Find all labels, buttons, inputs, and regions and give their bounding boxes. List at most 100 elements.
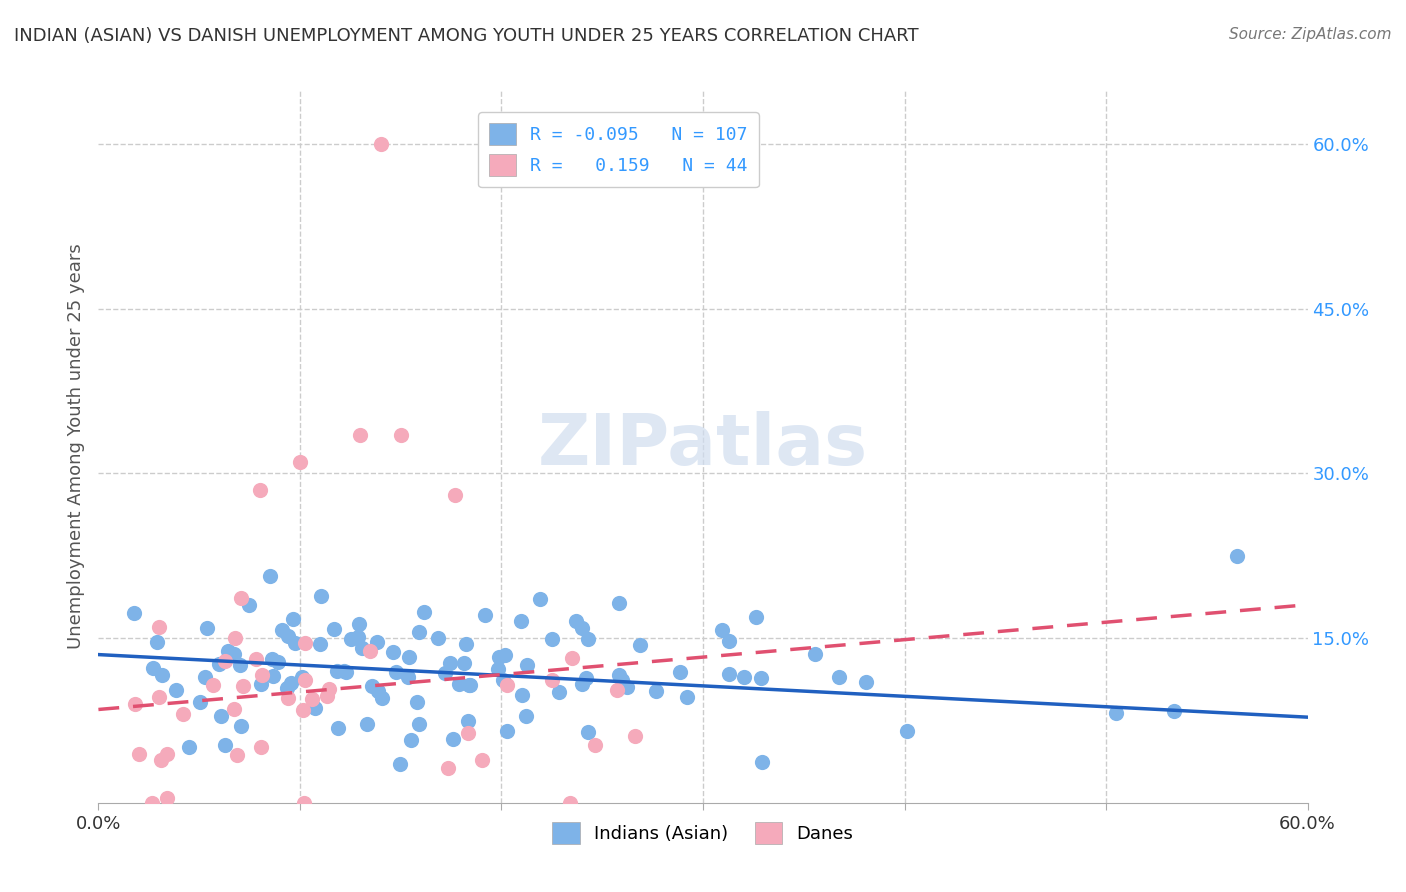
Point	[541, 673, 564, 687]
Point	[361, 679, 384, 693]
Point	[271, 623, 294, 637]
Point	[644, 683, 666, 698]
Point	[292, 703, 315, 717]
Point	[347, 616, 370, 631]
Text: ZIPatlas: ZIPatlas	[538, 411, 868, 481]
Point	[333, 664, 356, 678]
Point	[292, 796, 315, 810]
Point	[370, 137, 392, 152]
Point	[388, 757, 411, 772]
Point	[676, 690, 699, 704]
Point	[495, 723, 517, 738]
Point	[509, 614, 531, 628]
Point	[322, 622, 344, 636]
Point	[347, 631, 370, 645]
Point	[457, 714, 479, 728]
Point	[260, 652, 283, 666]
Point	[367, 683, 389, 698]
Point	[458, 678, 481, 692]
Point	[172, 706, 194, 721]
Point	[571, 677, 593, 691]
Point	[717, 634, 740, 648]
Point	[1226, 549, 1249, 563]
Point	[165, 683, 187, 698]
Point	[252, 667, 274, 681]
Point	[229, 719, 252, 733]
Point	[245, 652, 267, 666]
Point	[413, 605, 436, 619]
Point	[565, 614, 588, 628]
Point	[214, 654, 236, 668]
Point	[280, 676, 302, 690]
Point	[284, 636, 307, 650]
Point	[828, 670, 851, 684]
Point	[301, 692, 323, 706]
Point	[146, 635, 169, 649]
Point	[548, 684, 571, 698]
Point	[349, 428, 371, 442]
Point	[576, 725, 599, 739]
Point	[491, 673, 513, 688]
Point	[311, 590, 333, 604]
Point	[441, 732, 464, 747]
Point	[262, 668, 284, 682]
Point	[529, 591, 551, 606]
Point	[456, 636, 478, 650]
Point	[494, 648, 516, 662]
Point	[366, 635, 388, 649]
Point	[744, 610, 766, 624]
Point	[250, 677, 273, 691]
Point	[304, 701, 326, 715]
Point	[224, 631, 246, 645]
Text: INDIAN (ASIAN) VS DANISH UNEMPLOYMENT AMONG YOUTH UNDER 25 YEARS CORRELATION CHA: INDIAN (ASIAN) VS DANISH UNEMPLOYMENT AM…	[14, 27, 918, 45]
Point	[396, 670, 419, 684]
Point	[427, 632, 450, 646]
Point	[224, 647, 246, 661]
Point	[541, 632, 564, 646]
Point	[717, 667, 740, 681]
Point	[315, 689, 337, 703]
Point	[711, 623, 734, 637]
Point	[408, 716, 430, 731]
Point	[294, 673, 316, 688]
Point	[571, 621, 593, 635]
Point	[188, 695, 211, 709]
Point	[474, 607, 496, 622]
Point	[408, 624, 430, 639]
Point	[453, 656, 475, 670]
Point	[370, 690, 392, 705]
Point	[855, 675, 877, 690]
Point	[142, 661, 165, 675]
Point	[606, 683, 628, 698]
Point	[179, 739, 201, 754]
Point	[259, 569, 281, 583]
Point	[294, 636, 316, 650]
Point	[398, 649, 420, 664]
Y-axis label: Unemployment Among Youth under 25 years: Unemployment Among Youth under 25 years	[66, 244, 84, 648]
Point	[561, 650, 583, 665]
Point	[607, 668, 630, 682]
Point	[281, 611, 304, 625]
Point	[318, 682, 340, 697]
Point	[733, 670, 755, 684]
Point	[122, 607, 145, 621]
Point	[156, 791, 179, 805]
Point	[148, 690, 170, 705]
Point	[209, 709, 232, 723]
Point	[267, 655, 290, 669]
Point	[276, 681, 298, 695]
Point	[1163, 704, 1185, 718]
Point	[669, 665, 692, 679]
Point	[277, 691, 299, 706]
Point	[607, 596, 630, 610]
Point	[291, 670, 314, 684]
Point	[217, 644, 239, 658]
Point	[340, 632, 363, 646]
Point	[610, 673, 633, 687]
Point	[356, 717, 378, 731]
Point	[405, 695, 427, 709]
Point	[1105, 706, 1128, 720]
Point	[194, 670, 217, 684]
Point	[141, 796, 163, 810]
Point	[225, 747, 247, 762]
